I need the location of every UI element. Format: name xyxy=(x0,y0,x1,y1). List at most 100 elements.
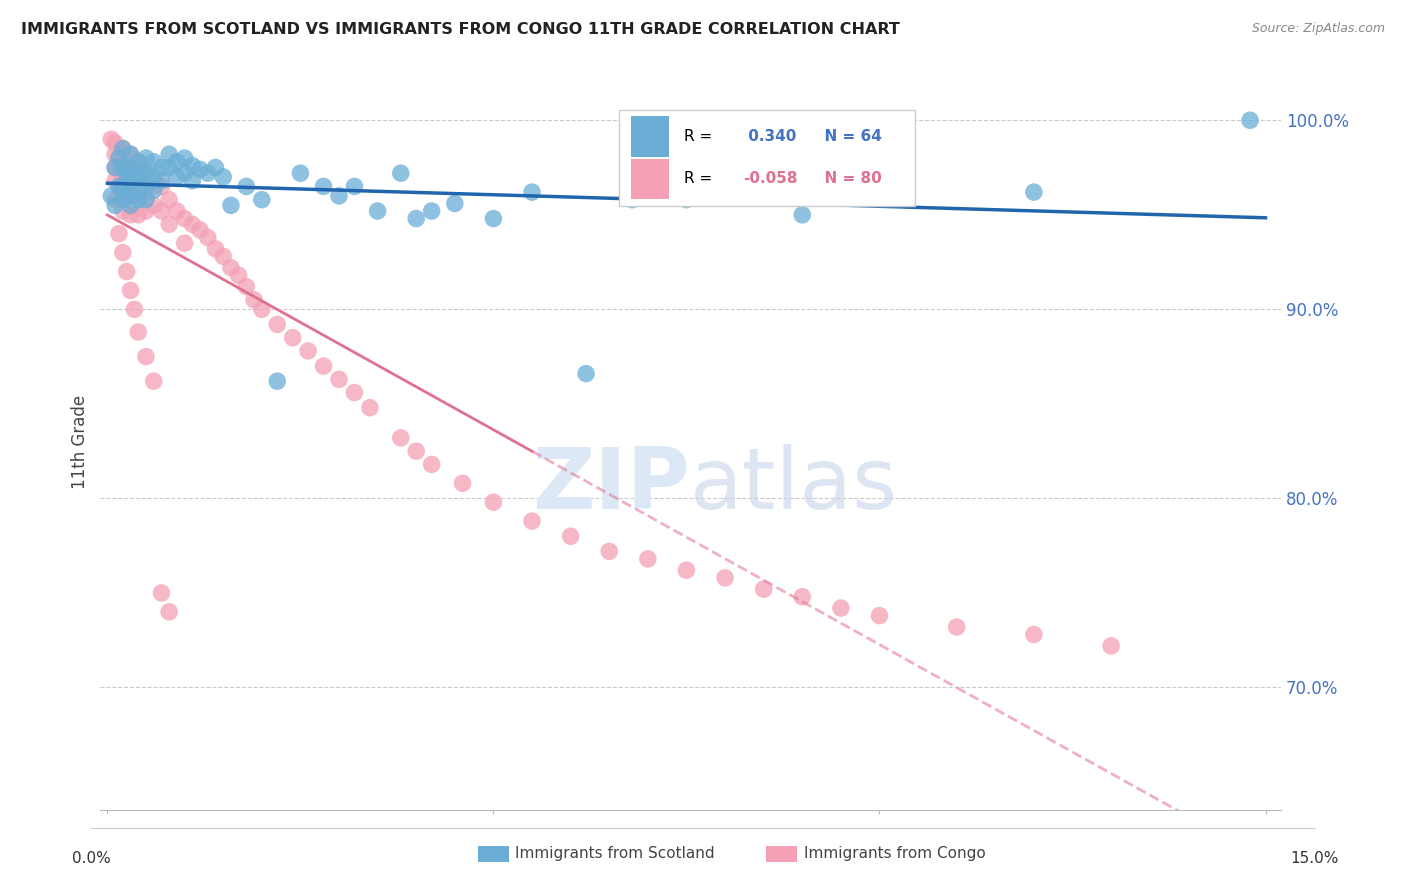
Point xyxy=(266,318,288,332)
Point xyxy=(343,385,366,400)
Point xyxy=(104,161,127,175)
Point xyxy=(792,590,814,604)
Point xyxy=(120,147,142,161)
Point xyxy=(204,161,226,175)
Text: atlas: atlas xyxy=(690,444,898,527)
Point xyxy=(115,161,138,175)
Point xyxy=(120,174,142,188)
Point xyxy=(127,154,149,169)
Point xyxy=(219,260,242,275)
Point xyxy=(111,142,134,156)
Point xyxy=(443,196,465,211)
Point xyxy=(127,183,149,197)
Point xyxy=(104,198,127,212)
FancyBboxPatch shape xyxy=(631,159,669,199)
Point xyxy=(135,185,157,199)
Point xyxy=(115,189,138,203)
Point xyxy=(157,605,180,619)
Point xyxy=(104,147,127,161)
Point xyxy=(142,174,165,188)
Point xyxy=(312,359,335,373)
Point xyxy=(869,608,891,623)
FancyBboxPatch shape xyxy=(620,110,915,206)
Point xyxy=(111,245,134,260)
Point xyxy=(297,343,319,358)
Point xyxy=(181,159,204,173)
Point xyxy=(166,169,188,184)
Point xyxy=(104,136,127,150)
Point xyxy=(482,211,505,226)
Text: R =: R = xyxy=(685,129,717,145)
Point xyxy=(173,151,195,165)
Point xyxy=(150,174,173,188)
Point xyxy=(120,198,142,212)
Point xyxy=(204,242,226,256)
Point xyxy=(575,367,598,381)
Point xyxy=(212,169,235,184)
Point xyxy=(675,563,697,577)
Point xyxy=(1239,113,1261,128)
Point xyxy=(127,208,149,222)
Text: 15.0%: 15.0% xyxy=(1291,851,1339,865)
Point xyxy=(451,476,474,491)
Text: Immigrants from Scotland: Immigrants from Scotland xyxy=(515,847,714,861)
Point xyxy=(188,162,211,177)
Point xyxy=(127,325,149,339)
Point xyxy=(150,161,173,175)
Point xyxy=(389,166,412,180)
Point xyxy=(482,495,505,509)
Point xyxy=(108,227,131,241)
Point xyxy=(135,179,157,194)
Point xyxy=(120,208,142,222)
Point xyxy=(111,161,134,175)
Point xyxy=(560,529,582,543)
Text: ZIP: ZIP xyxy=(533,444,690,527)
Point xyxy=(235,179,257,194)
Point xyxy=(228,268,250,283)
Point xyxy=(135,204,157,219)
Point xyxy=(219,198,242,212)
Point xyxy=(111,154,134,169)
Point xyxy=(752,582,775,597)
Point xyxy=(1022,185,1045,199)
Text: N = 80: N = 80 xyxy=(814,171,882,186)
Point xyxy=(520,514,543,528)
Point xyxy=(1022,627,1045,641)
Point xyxy=(250,302,273,317)
Point xyxy=(142,198,165,212)
Point xyxy=(212,249,235,263)
Point xyxy=(173,211,195,226)
Point xyxy=(197,230,219,244)
Point xyxy=(104,174,127,188)
Point xyxy=(359,401,381,415)
Point xyxy=(127,169,149,184)
Point xyxy=(637,552,659,566)
Point xyxy=(157,217,180,231)
Point xyxy=(520,185,543,199)
Point xyxy=(135,193,157,207)
Point xyxy=(111,204,134,219)
Text: Source: ZipAtlas.com: Source: ZipAtlas.com xyxy=(1251,22,1385,36)
Point xyxy=(111,179,134,194)
Point xyxy=(157,147,180,161)
Point xyxy=(135,166,157,180)
Point xyxy=(127,154,149,169)
Point xyxy=(100,189,122,203)
Point xyxy=(124,302,146,317)
Point xyxy=(104,161,127,175)
Point xyxy=(405,444,427,458)
Point xyxy=(157,161,180,175)
Text: 0.0%: 0.0% xyxy=(72,851,111,865)
Point xyxy=(714,571,737,585)
Text: IMMIGRANTS FROM SCOTLAND VS IMMIGRANTS FROM CONGO 11TH GRADE CORRELATION CHART: IMMIGRANTS FROM SCOTLAND VS IMMIGRANTS F… xyxy=(21,22,900,37)
Point xyxy=(120,284,142,298)
Point xyxy=(243,293,266,307)
Point xyxy=(108,179,131,194)
Point xyxy=(945,620,967,634)
Point xyxy=(188,223,211,237)
Point xyxy=(150,586,173,600)
Point xyxy=(127,193,149,207)
Text: 0.340: 0.340 xyxy=(744,129,797,145)
Point xyxy=(135,151,157,165)
Point xyxy=(621,193,644,207)
